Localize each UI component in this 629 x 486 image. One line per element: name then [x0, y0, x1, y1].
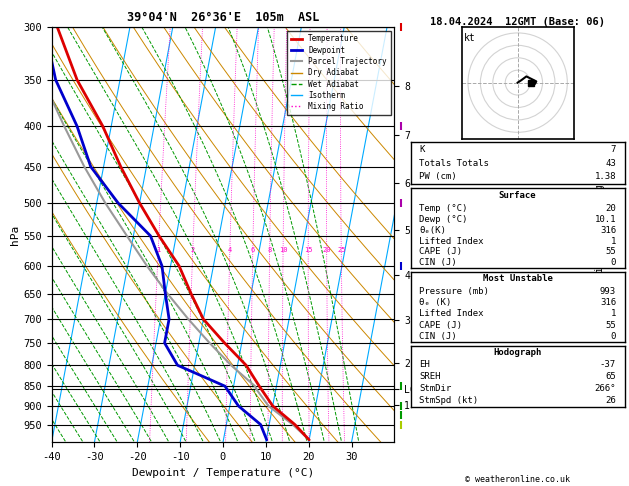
Text: CAPE (J): CAPE (J) — [420, 321, 462, 330]
Text: -37: -37 — [600, 360, 616, 369]
Text: 26: 26 — [605, 396, 616, 405]
Text: 0: 0 — [611, 332, 616, 341]
Text: 2: 2 — [191, 247, 195, 253]
Text: θₑ (K): θₑ (K) — [420, 298, 452, 307]
Text: 15: 15 — [304, 247, 313, 253]
Text: 20: 20 — [605, 205, 616, 213]
Text: 1: 1 — [611, 237, 616, 245]
Text: 4: 4 — [228, 247, 232, 253]
Text: Totals Totals: Totals Totals — [420, 158, 489, 168]
Text: Mixing Ratio (g/kg): Mixing Ratio (g/kg) — [595, 179, 605, 290]
Text: Lifted Index: Lifted Index — [420, 310, 484, 318]
Text: 266°: 266° — [594, 384, 616, 393]
Text: Surface: Surface — [499, 191, 537, 200]
Text: 10: 10 — [279, 247, 287, 253]
Text: CIN (J): CIN (J) — [420, 332, 457, 341]
Text: 20: 20 — [323, 247, 331, 253]
Text: Hodograph: Hodograph — [494, 347, 542, 357]
Text: kt: kt — [464, 33, 476, 43]
Text: 55: 55 — [605, 321, 616, 330]
Text: 6: 6 — [250, 247, 255, 253]
Text: K: K — [420, 145, 425, 154]
Text: 993: 993 — [600, 287, 616, 296]
Text: 43: 43 — [605, 158, 616, 168]
Text: 1: 1 — [611, 310, 616, 318]
Text: © weatheronline.co.uk: © weatheronline.co.uk — [465, 474, 570, 484]
Text: 7: 7 — [611, 145, 616, 154]
Text: PW (cm): PW (cm) — [420, 173, 457, 181]
Text: 55: 55 — [605, 247, 616, 256]
Text: Temp (°C): Temp (°C) — [420, 205, 468, 213]
Text: Most Unstable: Most Unstable — [482, 274, 553, 283]
Text: CIN (J): CIN (J) — [420, 258, 457, 267]
Text: CAPE (J): CAPE (J) — [420, 247, 462, 256]
Text: 316: 316 — [600, 226, 616, 235]
Text: 25: 25 — [337, 247, 345, 253]
Legend: Temperature, Dewpoint, Parcel Trajectory, Dry Adiabat, Wet Adiabat, Isotherm, Mi: Temperature, Dewpoint, Parcel Trajectory… — [287, 31, 391, 115]
Text: SREH: SREH — [420, 372, 441, 381]
Text: Pressure (mb): Pressure (mb) — [420, 287, 489, 296]
X-axis label: Dewpoint / Temperature (°C): Dewpoint / Temperature (°C) — [132, 468, 314, 478]
Text: 8: 8 — [267, 247, 272, 253]
Text: 10.1: 10.1 — [594, 215, 616, 224]
Text: 1: 1 — [156, 247, 160, 253]
Text: 65: 65 — [605, 372, 616, 381]
Text: 316: 316 — [600, 298, 616, 307]
Text: 18.04.2024  12GMT (Base: 06): 18.04.2024 12GMT (Base: 06) — [430, 17, 605, 27]
Text: θₑ(K): θₑ(K) — [420, 226, 446, 235]
Text: StmSpd (kt): StmSpd (kt) — [420, 396, 479, 405]
Text: Lifted Index: Lifted Index — [420, 237, 484, 245]
Text: EH: EH — [420, 360, 430, 369]
Text: StmDir: StmDir — [420, 384, 452, 393]
Text: 1.38: 1.38 — [594, 173, 616, 181]
Y-axis label: hPa: hPa — [10, 225, 20, 244]
Title: 39°04'N  26°36'E  105m  ASL: 39°04'N 26°36'E 105m ASL — [127, 11, 319, 24]
Y-axis label: km
ASL: km ASL — [425, 226, 446, 243]
Text: 0: 0 — [611, 258, 616, 267]
Text: Dewp (°C): Dewp (°C) — [420, 215, 468, 224]
